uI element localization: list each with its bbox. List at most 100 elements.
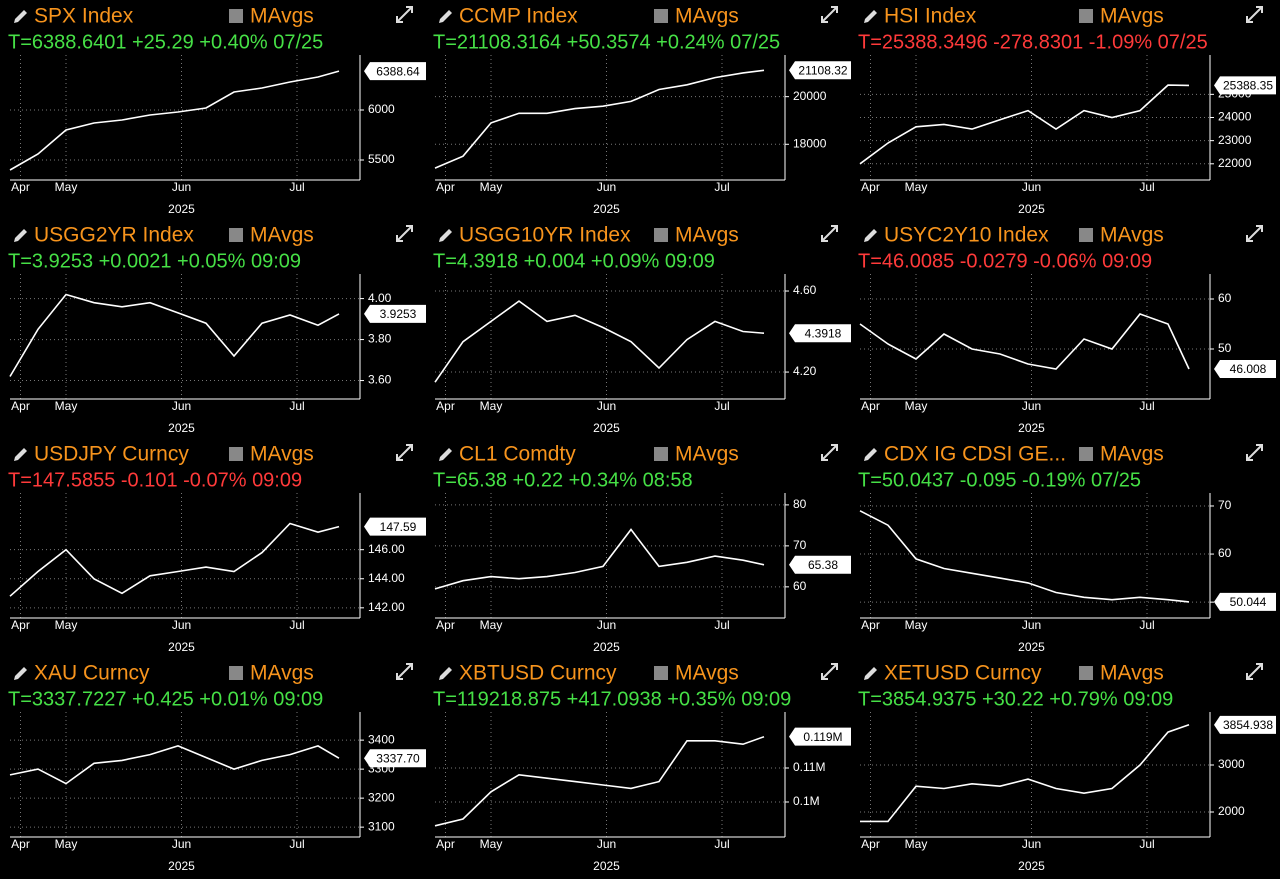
expand-icon[interactable]: [1246, 6, 1263, 23]
y-tick-label: 50: [1218, 341, 1232, 355]
toggle-box[interactable]: [1079, 228, 1093, 242]
x-sublabel: 2025: [593, 640, 620, 654]
expand-icon[interactable]: [1246, 444, 1263, 461]
y-tick-label: 3.80: [368, 332, 392, 346]
chart-title: USDJPY Curncy: [34, 443, 189, 466]
y-tick-label: 144.00: [368, 571, 405, 585]
edit-icon[interactable]: [14, 229, 27, 242]
toggle-box[interactable]: [229, 447, 243, 461]
price-line: [9, 522, 340, 597]
x-sublabel: 2025: [168, 202, 195, 216]
price-line: [859, 313, 1190, 370]
x-tick-label: Jun: [1022, 399, 1041, 413]
x-tick-label: Apr: [11, 618, 30, 632]
x-tick-label: Jun: [172, 399, 191, 413]
expand-icon[interactable]: [1246, 663, 1263, 680]
edit-icon[interactable]: [439, 10, 452, 23]
last-price-label: 147.59: [380, 520, 417, 534]
chart-title: SPX Index: [34, 5, 134, 28]
toggle-label: MAvgs: [675, 224, 739, 247]
last-price-label: 65.38: [808, 558, 838, 572]
x-tick-label: Apr: [436, 618, 455, 632]
edit-icon[interactable]: [864, 229, 877, 242]
x-tick-label: Apr: [861, 180, 880, 194]
last-price-label: 46.008: [1230, 362, 1267, 376]
toggle-box[interactable]: [1079, 447, 1093, 461]
x-sublabel: 2025: [168, 640, 195, 654]
x-tick-label: Apr: [861, 837, 880, 851]
last-price-label: 3337.70: [376, 751, 420, 765]
toggle-box[interactable]: [1079, 666, 1093, 680]
expand-icon[interactable]: [821, 444, 838, 461]
x-sublabel: 2025: [593, 859, 620, 873]
x-sublabel: 2025: [1018, 421, 1045, 435]
edit-icon[interactable]: [439, 667, 452, 680]
x-tick-label: Jul: [289, 180, 304, 194]
toggle-box[interactable]: [229, 666, 243, 680]
expand-icon[interactable]: [396, 6, 413, 23]
edit-icon[interactable]: [864, 10, 877, 23]
x-tick-label: May: [905, 180, 928, 194]
toggle-box[interactable]: [654, 666, 668, 680]
price-line: [434, 528, 765, 590]
toggle-box[interactable]: [654, 228, 668, 242]
expand-icon[interactable]: [821, 225, 838, 242]
x-tick-label: Jun: [172, 180, 191, 194]
pencil: [864, 10, 877, 23]
toggle-box[interactable]: [229, 228, 243, 242]
y-tick-label: 142.00: [368, 600, 405, 614]
toggle-box[interactable]: [654, 9, 668, 23]
edit-icon[interactable]: [14, 10, 27, 23]
x-tick-label: Apr: [861, 618, 880, 632]
y-tick-label: 5500: [368, 152, 395, 166]
y-tick-label: 70: [793, 538, 807, 552]
chart-title: USGG10YR Index: [459, 224, 631, 247]
chart-title: XBTUSD Curncy: [459, 662, 617, 685]
y-tick-label: 4.00: [368, 291, 392, 305]
x-tick-label: May: [905, 837, 928, 851]
edit-icon[interactable]: [14, 448, 27, 461]
quote: T=147.5855 -0.101 -0.07% 09:09: [8, 469, 302, 491]
x-tick-label: Apr: [436, 399, 455, 413]
toggle-box[interactable]: [654, 447, 668, 461]
expand-icon[interactable]: [396, 444, 413, 461]
x-tick-label: Jun: [597, 837, 616, 851]
chart-title: HSI Index: [884, 5, 977, 28]
x-tick-label: May: [55, 837, 78, 851]
edit-icon[interactable]: [14, 667, 27, 680]
y-tick-label: 60: [1218, 291, 1232, 305]
quote: T=3854.9375 +30.22 +0.79% 09:09: [858, 688, 1173, 710]
edit-icon[interactable]: [864, 448, 877, 461]
x-sublabel: 2025: [593, 202, 620, 216]
expand-icon[interactable]: [821, 6, 838, 23]
y-tick-label: 3.60: [368, 373, 392, 387]
x-tick-label: Jul: [289, 618, 304, 632]
x-tick-label: Apr: [11, 180, 30, 194]
pencil: [439, 667, 452, 680]
chart-title: CDX IG CDSI GE...: [884, 443, 1066, 466]
expand-icon[interactable]: [396, 225, 413, 242]
x-sublabel: 2025: [593, 421, 620, 435]
last-price-tag: [1214, 592, 1276, 611]
expand-icon[interactable]: [1246, 225, 1263, 242]
toggle-label: MAvgs: [675, 443, 739, 466]
y-tick-label: 3000: [1218, 757, 1245, 771]
last-price-tag: [789, 61, 851, 80]
chart-title: USGG2YR Index: [34, 224, 194, 247]
x-tick-label: May: [480, 618, 503, 632]
toggle-box[interactable]: [1079, 9, 1093, 23]
expand-icon[interactable]: [396, 663, 413, 680]
x-tick-label: Jul: [1139, 837, 1154, 851]
toggle-box[interactable]: [229, 9, 243, 23]
pencil: [864, 229, 877, 242]
edit-icon[interactable]: [439, 229, 452, 242]
chart-title: XETUSD Curncy: [884, 662, 1042, 685]
edit-icon[interactable]: [439, 448, 452, 461]
pencil: [439, 10, 452, 23]
edit-icon[interactable]: [864, 667, 877, 680]
chart-panel: USGG2YR Index MAvgs T=3.9253 +0.0021 +0.05…: [8, 224, 426, 435]
price-line: [9, 70, 340, 171]
quote: T=65.38 +0.22 +0.34% 08:58: [433, 469, 693, 491]
expand-icon[interactable]: [821, 663, 838, 680]
